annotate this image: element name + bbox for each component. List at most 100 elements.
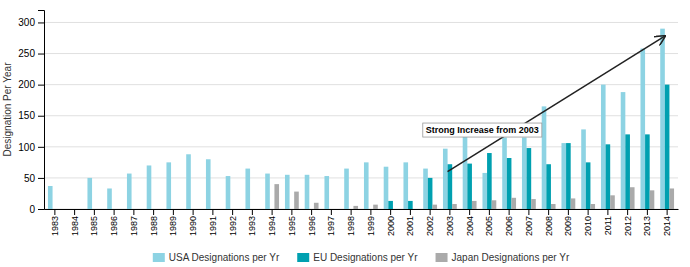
x-tick-label: 2007 — [524, 216, 534, 236]
bar — [349, 209, 354, 210]
x-tick: 2013 — [642, 209, 652, 236]
x-tick-label: 2008 — [544, 216, 554, 236]
chart: 0501001502002503001983198419851986198719… — [0, 0, 690, 267]
bar — [116, 209, 121, 210]
x-tick: 1993 — [247, 209, 257, 236]
bar — [156, 209, 161, 210]
grid-line — [44, 84, 678, 85]
bar — [566, 143, 571, 209]
x-tick: 2001 — [405, 209, 415, 236]
grid-line — [44, 115, 678, 116]
bar — [87, 178, 92, 209]
y-tick-label: 300 — [18, 17, 35, 28]
x-tick-label: 2010 — [583, 216, 593, 236]
bar — [507, 158, 512, 209]
bar-series — [274, 184, 674, 209]
bar — [151, 209, 156, 210]
bar — [606, 144, 611, 209]
y-tick: 0 — [29, 204, 44, 215]
y-tick-mark — [38, 54, 44, 55]
y-tick-label: 150 — [18, 110, 35, 121]
x-tick: 1999 — [366, 209, 376, 236]
bar — [511, 198, 516, 209]
x-tick-mark — [509, 209, 510, 215]
x-tick-mark — [193, 209, 194, 215]
bar — [669, 188, 674, 209]
bar-series — [388, 85, 669, 209]
bar — [176, 209, 181, 210]
x-axis-line — [45, 209, 679, 210]
bar — [294, 192, 299, 209]
x-tick-mark — [153, 209, 154, 215]
x-tick-label: 2004 — [465, 216, 475, 236]
bar — [215, 209, 220, 210]
bar — [265, 174, 270, 209]
y-tick-mark — [38, 147, 44, 148]
bar — [136, 209, 141, 210]
x-tick: 2011 — [603, 209, 613, 235]
bar — [57, 209, 62, 210]
y-axis: 050100150200250300 — [18, 11, 44, 215]
legend-label: Japan Designations per Yr — [452, 252, 570, 263]
x-tick-label: 1987 — [129, 216, 139, 236]
x-tick: 2004 — [465, 209, 475, 236]
x-tick: 2005 — [484, 209, 494, 236]
bar — [601, 85, 606, 209]
legend-label: USA Designations per Yr — [169, 252, 280, 263]
x-tick-label: 1996 — [307, 216, 317, 236]
bar-series — [48, 29, 665, 209]
bar — [53, 209, 58, 210]
x-tick-label: 2003 — [445, 216, 455, 236]
bar — [621, 92, 626, 209]
y-tick-mark — [38, 22, 44, 23]
x-tick-label: 1983 — [50, 216, 60, 236]
x-tick-label: 1985 — [89, 216, 99, 236]
x-tick-mark — [430, 209, 431, 215]
bar — [482, 173, 487, 209]
bar — [452, 204, 457, 209]
grid-line — [44, 53, 678, 54]
x-tick: 1985 — [89, 209, 99, 236]
x-tick-mark — [54, 209, 55, 215]
bar — [68, 209, 73, 210]
x-tick-label: 1991 — [208, 216, 218, 236]
x-tick-label: 1988 — [148, 216, 158, 236]
bar — [48, 186, 53, 209]
bar — [487, 153, 492, 209]
y-axis-title: Designation Per Year — [2, 62, 13, 157]
x-tick-mark — [390, 209, 391, 215]
bar — [373, 205, 378, 209]
x-tick-label: 1999 — [366, 216, 376, 236]
plot: 0501001502002503001983198419851986198719… — [2, 11, 679, 237]
bar — [586, 162, 591, 209]
bar — [132, 209, 137, 210]
x-tick-mark — [351, 209, 352, 215]
bar — [428, 178, 433, 209]
bar — [72, 209, 77, 210]
y-tick: 200 — [18, 79, 44, 90]
bar — [255, 209, 260, 210]
bar — [97, 209, 102, 210]
x-tick-mark — [607, 209, 608, 215]
x-tick-mark — [173, 209, 174, 215]
bar — [107, 188, 112, 209]
x-tick-mark — [588, 209, 589, 215]
x-tick: 1990 — [188, 209, 198, 236]
x-tick-mark — [667, 209, 668, 215]
bar — [195, 209, 200, 210]
bar — [353, 206, 358, 209]
bar — [432, 205, 437, 209]
bar — [610, 195, 615, 209]
bar — [274, 184, 279, 209]
bar — [329, 209, 334, 210]
bar — [226, 176, 231, 209]
legend: USA Designations per YrEU Designations p… — [153, 252, 570, 263]
bar — [334, 209, 339, 210]
legend-item: Japan Designations per Yr — [436, 252, 570, 263]
grid — [44, 22, 678, 209]
x-tick-mark — [528, 209, 529, 215]
bar — [191, 209, 196, 210]
x-tick: 1983 — [50, 209, 60, 236]
x-tick-label: 1994 — [267, 216, 277, 236]
x-tick: 1996 — [307, 209, 317, 236]
